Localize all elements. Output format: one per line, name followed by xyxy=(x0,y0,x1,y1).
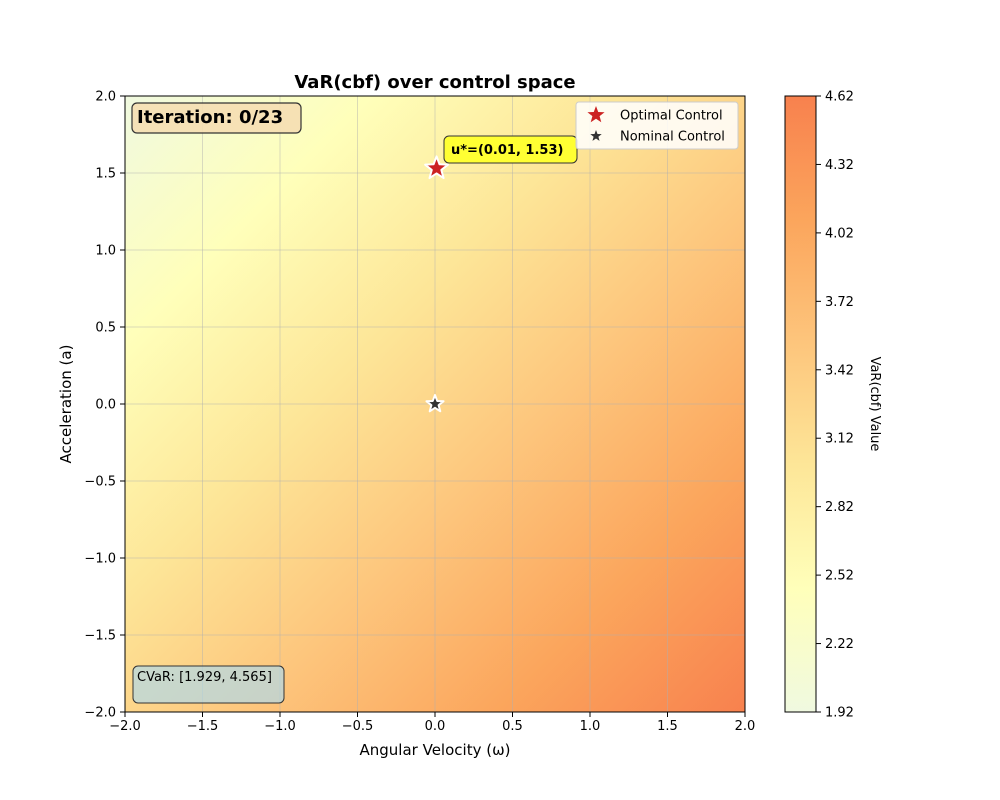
optimal-label-text: u*=(0.01, 1.53) xyxy=(451,143,563,158)
colorbar-tick-label: 2.22 xyxy=(825,637,854,652)
colorbar xyxy=(784,95,817,713)
x-tick-label: 1.0 xyxy=(580,719,601,734)
x-tick-label: −2.0 xyxy=(109,719,141,734)
colorbar-tick-label: 4.32 xyxy=(825,158,854,173)
y-tick-label: 0.5 xyxy=(95,321,116,336)
y-tick-label: −1.0 xyxy=(84,552,116,567)
legend-frame xyxy=(575,101,739,150)
optimal-label-box xyxy=(443,135,578,164)
cvar-text: CVaR: [1.929, 4.565] xyxy=(137,670,272,685)
optimal-control-marker xyxy=(424,155,449,180)
cvar-box-bg xyxy=(132,665,285,704)
iteration-box-bg xyxy=(131,102,302,134)
x-tick-label: −0.5 xyxy=(342,719,374,734)
x-axis-label: Angular Velocity (ω) xyxy=(360,741,511,759)
colorbar-tick-label: 2.52 xyxy=(825,569,854,584)
colorbar-tick-label: 1.92 xyxy=(825,706,854,721)
colorbar-tick-label: 3.12 xyxy=(825,432,854,447)
colorbar-tick-label: 4.02 xyxy=(825,226,854,241)
legend-items: Optimal Control Nominal Control xyxy=(587,106,725,145)
x-axis-ticks: −2.0 −1.5 −1.0 −0.5 0.0 0.5 1.0 1.5 2.0 xyxy=(109,712,755,734)
colorbar-tick-label: 2.82 xyxy=(825,500,854,515)
legend-label: Optimal Control xyxy=(620,109,723,124)
iteration-text: Iteration: 0/23 xyxy=(137,107,283,128)
cvar-box: CVaR: [1.929, 4.565] xyxy=(132,665,285,704)
colorbar-tick-label: 3.42 xyxy=(825,363,854,378)
colorbar-tick-label: 4.62 xyxy=(825,90,854,105)
colorbar-tick-label: 3.72 xyxy=(825,295,854,310)
nominal-control-marker xyxy=(425,394,445,413)
x-tick-label: 2.0 xyxy=(735,719,756,734)
y-axis-ticks: −2.0 −1.5 −1.0 −0.5 0.0 0.5 1.0 1.5 2.0 xyxy=(84,90,125,721)
iteration-box: Iteration: 0/23 xyxy=(131,102,302,134)
legend-marker-nominal-control xyxy=(590,130,602,141)
x-tick-label: 0.5 xyxy=(502,719,523,734)
x-tick-label: 0.0 xyxy=(425,719,446,734)
colorbar-ticks: 1.92 2.22 2.52 2.82 3.12 3.42 3.72 4.02 4.32 4.62 xyxy=(816,90,854,721)
y-tick-label: −1.5 xyxy=(84,629,116,644)
x-tick-label: 1.5 xyxy=(657,719,678,734)
x-tick-label: −1.0 xyxy=(264,719,296,734)
legend-marker-optimal-control xyxy=(587,106,605,123)
y-axis-label: Acceleration (a) xyxy=(57,345,75,464)
optimal-label-callout: u*=(0.01, 1.53) xyxy=(443,135,578,164)
legend: Optimal Control Nominal Control xyxy=(575,101,739,150)
y-tick-label: −0.5 xyxy=(84,475,116,490)
y-tick-label: 1.5 xyxy=(95,167,116,182)
y-tick-label: 0.0 xyxy=(95,398,116,413)
control-markers xyxy=(424,155,449,413)
x-tick-label: −1.5 xyxy=(187,719,219,734)
y-tick-label: −2.0 xyxy=(84,706,116,721)
colorbar-label: VaR(cbf) Value xyxy=(867,357,882,452)
y-tick-label: 2.0 xyxy=(95,90,116,105)
y-tick-label: 1.0 xyxy=(95,244,116,259)
legend-label: Nominal Control xyxy=(620,130,725,145)
chart-title: VaR(cbf) over control space xyxy=(294,72,575,93)
